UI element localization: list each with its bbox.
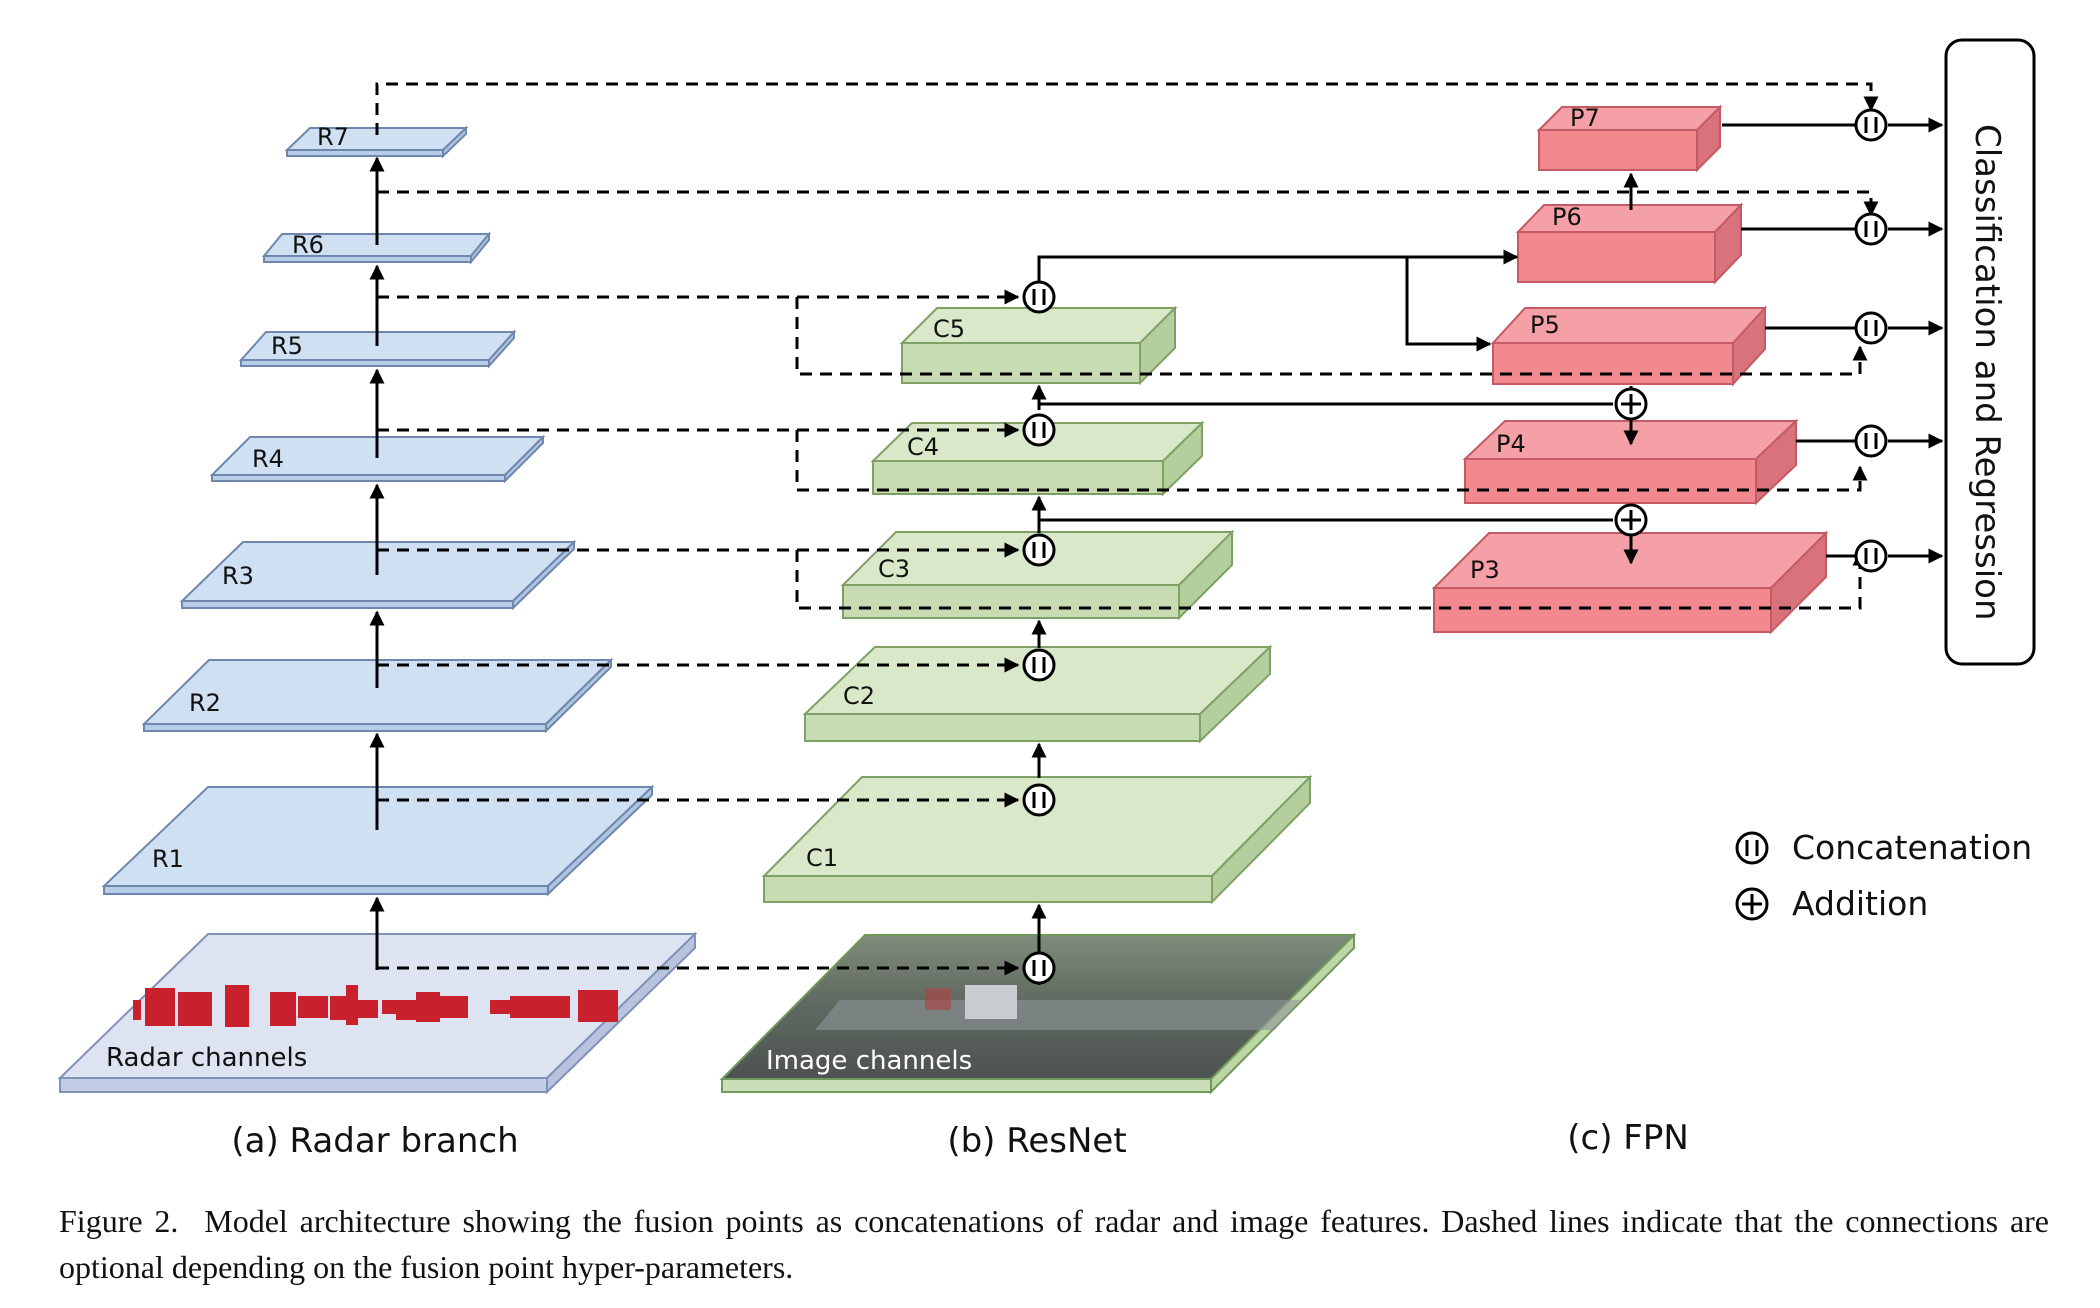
caption-text: Model architecture showing the fusion po… xyxy=(59,1203,2050,1285)
resnet-layer-label: C2 xyxy=(843,682,875,710)
radar-layer-r7: R7 xyxy=(284,123,469,159)
radar-point-bars xyxy=(133,985,618,1027)
radar-layer-label: R2 xyxy=(189,689,221,717)
radar-layer-label: R6 xyxy=(292,231,324,259)
concat-icon xyxy=(1022,648,1056,682)
radar-branch: Radar channels R1 R2 R3 R4 xyxy=(57,123,698,1095)
radar-layer-label: R4 xyxy=(252,445,284,473)
concat-icon xyxy=(1854,311,1888,345)
radar-layer-r2: R2 xyxy=(141,657,614,734)
fpn-layer-label: P7 xyxy=(1570,104,1600,132)
resnet-layer-c5: C5 xyxy=(899,305,1178,386)
figure-caption: Figure 2. Model architecture showing the… xyxy=(59,1198,2049,1290)
concat-icon xyxy=(1854,539,1888,573)
head-input-arrows xyxy=(1722,117,1944,564)
fpn-solid-connections xyxy=(1037,172,1639,565)
radar-input-plate: Radar channels xyxy=(57,931,698,1095)
radar-layer-label: R1 xyxy=(152,845,184,873)
head-label: Classification and Regression xyxy=(1967,124,2007,621)
caption-label: Figure 2. xyxy=(59,1203,179,1239)
resnet-layer-c1: C1 xyxy=(761,774,1313,905)
resnet-layer-label: C3 xyxy=(878,555,910,583)
addition-operators xyxy=(1614,387,1648,537)
image-input-plate: Image channels xyxy=(719,932,1357,1095)
fpn-layer-p6: P6 xyxy=(1515,202,1744,285)
fpn-layer-label: P3 xyxy=(1470,556,1500,584)
fpn-layer-label: P6 xyxy=(1552,203,1582,231)
resnet-layer-label: C5 xyxy=(933,315,965,343)
resnet-layer-label: C4 xyxy=(907,433,939,461)
optional-fusion-connections xyxy=(375,82,1879,976)
concat-icon xyxy=(1022,533,1056,567)
radar-layer-label: R3 xyxy=(222,562,254,590)
concat-icon xyxy=(1854,424,1888,458)
image-input-label: Image channels xyxy=(766,1046,972,1076)
section-label-resnet: (b) ResNet xyxy=(947,1121,1126,1161)
concat-icon xyxy=(1022,783,1056,817)
section-label-radar: (a) Radar branch xyxy=(231,1121,518,1161)
legend-add-icon xyxy=(1735,887,1769,921)
fpn-layer-p5: P5 xyxy=(1490,305,1768,387)
concat-icon xyxy=(1854,108,1888,142)
radar-layer-label: R5 xyxy=(271,332,303,360)
addition-icon xyxy=(1614,503,1648,537)
concat-icon xyxy=(1022,413,1056,447)
fpn-layer-label: P5 xyxy=(1530,311,1560,339)
legend-add-label: Addition xyxy=(1792,884,1928,923)
legend-concat-icon xyxy=(1735,831,1769,865)
legend-concat-label: Concatenation xyxy=(1792,828,2032,867)
resnet-layer-label: C1 xyxy=(806,844,838,872)
fpn-layer-p7: P7 xyxy=(1536,104,1723,173)
radar-layer-r1: R1 xyxy=(101,784,655,897)
concat-icon xyxy=(1854,212,1888,246)
radar-layer-label: R7 xyxy=(317,123,349,151)
legend: Concatenation Addition xyxy=(1735,828,2032,923)
radar-input-label: Radar channels xyxy=(106,1043,307,1073)
concat-operators xyxy=(1022,108,1888,985)
classification-regression-head: Classification and Regression xyxy=(1944,38,2036,666)
addition-icon xyxy=(1614,387,1648,421)
fpn-layer-label: P4 xyxy=(1496,430,1526,458)
section-label-fpn: (c) FPN xyxy=(1567,1118,1689,1158)
concat-icon xyxy=(1022,951,1056,985)
concat-icon xyxy=(1022,280,1056,314)
fpn-branch: P3 P4 P5 P6 P7 xyxy=(1037,104,1829,635)
